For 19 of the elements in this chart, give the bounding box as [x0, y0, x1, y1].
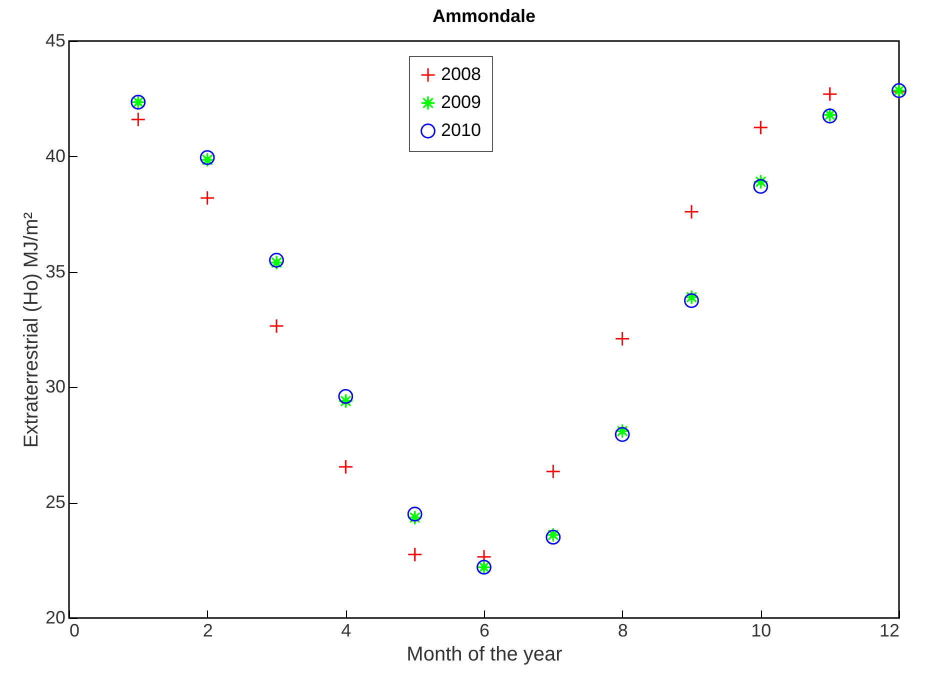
x-tick-label: 0: [70, 620, 80, 640]
chart-title: Ammondale: [432, 6, 536, 26]
y-axis-title: Extraterrestrial (Ho) MJ/m²: [20, 212, 42, 448]
x-tick-label: 8: [618, 620, 628, 640]
legend-label: 2009: [441, 92, 482, 112]
legend-label: 2010: [441, 120, 482, 140]
y-tick-label: 35: [45, 261, 66, 282]
x-tick-label: 12: [879, 620, 900, 640]
x-tick-label: 2: [202, 620, 213, 640]
y-tick-label: 20: [45, 608, 66, 628]
x-tick-label: 6: [479, 620, 490, 640]
x-tick-label: 4: [341, 620, 352, 640]
y-tick-label: 40: [45, 146, 66, 166]
y-tick-label: 30: [45, 376, 66, 397]
legend-label: 2008: [441, 64, 482, 84]
y-tick-label: 45: [45, 30, 66, 50]
x-tick-label: 10: [751, 620, 772, 640]
x-axis-title: Month of the year: [406, 644, 563, 666]
y-tick-label: 25: [45, 492, 66, 512]
